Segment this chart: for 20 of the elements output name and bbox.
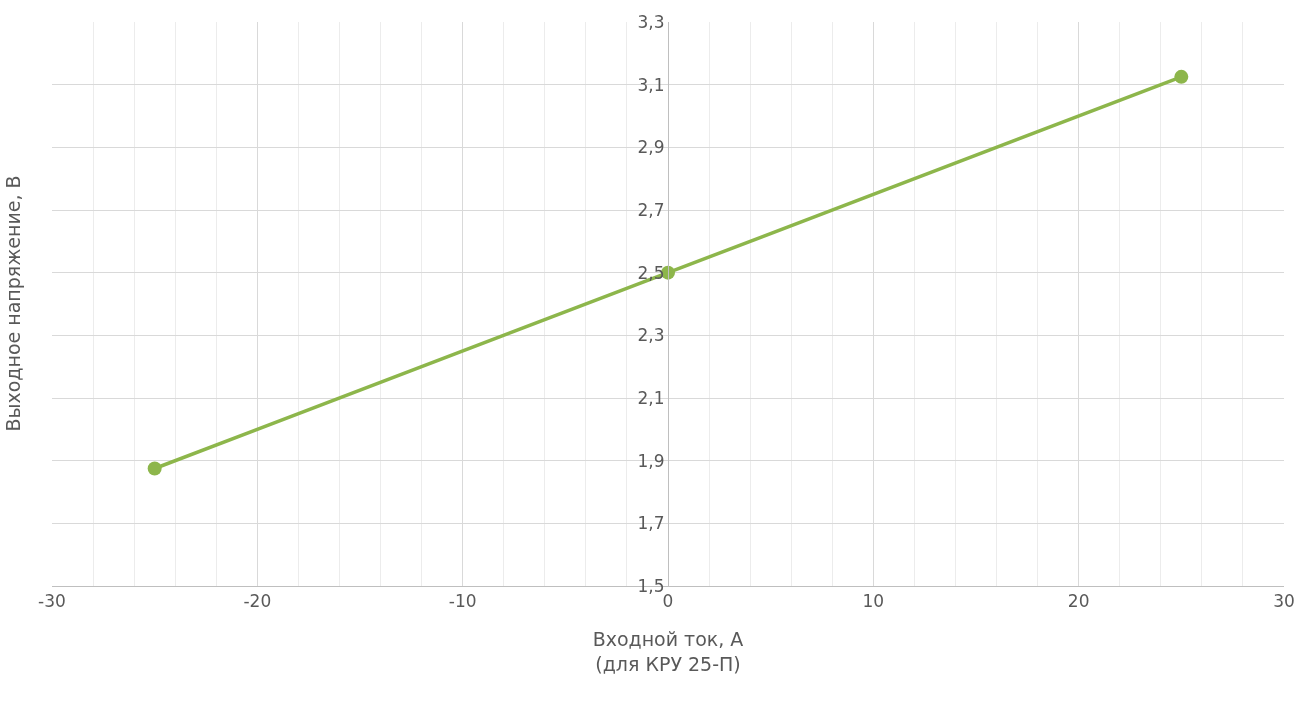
- y-tick-label: 3,1: [637, 74, 665, 95]
- point: [1174, 69, 1189, 84]
- y-tick-label: 1,7: [637, 513, 665, 534]
- x-tick-label: -20: [243, 591, 272, 612]
- y-tick-label: 2,7: [637, 199, 665, 220]
- x-tick-label: 30: [1273, 591, 1295, 612]
- x-tick-label: 0: [662, 591, 674, 612]
- x-tick-label: -10: [448, 591, 477, 612]
- y-tick-label: 2,3: [637, 325, 665, 346]
- x-tick-label: 20: [1067, 591, 1090, 612]
- y-tick-label: 1,5: [637, 575, 665, 596]
- y-tick-label: 3,3: [637, 11, 665, 32]
- x-tick-label: -30: [38, 591, 66, 612]
- y-axis-title: Выходное напряжение, В: [1, 175, 24, 432]
- y-tick-label: 1,9: [637, 450, 665, 471]
- y-tick-label: 2,1: [637, 387, 665, 408]
- y-tick-label: 2,9: [637, 137, 665, 158]
- x-axis-title: Входной ток, А (для КРУ 25-П): [592, 628, 744, 675]
- x-tick-label: 10: [862, 591, 885, 612]
- point: [147, 461, 162, 476]
